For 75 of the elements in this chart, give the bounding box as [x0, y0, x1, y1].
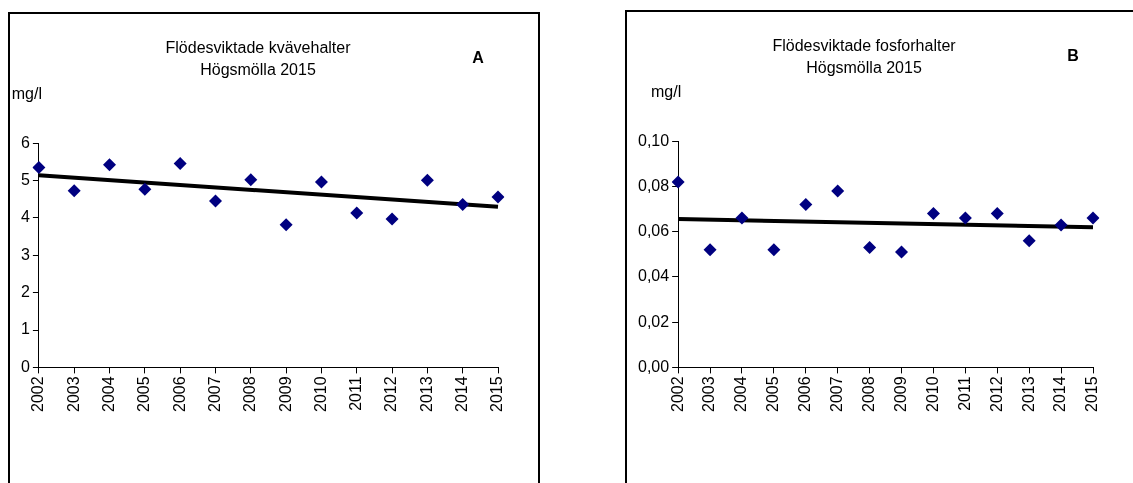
x-tick-label: 2011 [347, 376, 365, 411]
point [208, 194, 222, 208]
y-axis-title: mg/l [651, 83, 682, 101]
x-tick-label: 2011 [955, 376, 973, 411]
point [491, 190, 505, 204]
x-tick-label: 2004 [99, 376, 117, 412]
x-tick-label: 2012 [987, 376, 1005, 412]
x-tick-label: 2014 [453, 376, 471, 412]
y-tick-label: 0,00 [638, 357, 670, 375]
x-tick-label: 2007 [205, 376, 223, 412]
x-tick-label: 2002 [29, 376, 47, 412]
point [350, 206, 364, 220]
x-tick-label: 2004 [732, 376, 750, 412]
y-tick-label: 4 [20, 208, 30, 226]
point [958, 211, 972, 225]
point [990, 207, 1004, 221]
point [279, 218, 293, 232]
x-tick-label: 2003 [700, 376, 718, 412]
y-tick-label: 0,08 [638, 176, 670, 194]
x-tick-label: 2012 [382, 376, 400, 412]
x-tick-label: 2003 [64, 376, 82, 412]
point [671, 175, 685, 189]
x-tick-label: 2005 [135, 376, 153, 412]
point [103, 158, 117, 172]
y-tick-label: 5 [20, 170, 30, 188]
x-tick-label: 2013 [1019, 376, 1037, 412]
y-tick-label: 3 [20, 245, 30, 263]
point [799, 198, 813, 212]
point [32, 160, 46, 174]
y-tick-label: 0,04 [638, 267, 670, 285]
point [456, 197, 470, 211]
x-tick-label: 2010 [923, 376, 941, 412]
point [314, 175, 328, 189]
x-tick-label: 2008 [860, 376, 878, 412]
point [863, 241, 877, 255]
point [767, 243, 781, 257]
point [385, 212, 399, 226]
point [703, 243, 717, 257]
point [735, 211, 749, 225]
x-tick-label: 2008 [241, 376, 259, 412]
point [895, 245, 909, 259]
x-tick-label: 2006 [796, 376, 814, 412]
point [926, 207, 940, 221]
point [67, 184, 81, 198]
x-tick-label: 2007 [828, 376, 846, 412]
x-tick-label: 2006 [170, 376, 188, 412]
x-tick-label: 2010 [311, 376, 329, 412]
chart-title: Flödesviktade fosforhalter Högsmölla 2015 [772, 37, 957, 76]
y-tick-label: 0,02 [638, 312, 670, 330]
y-tick-label: 0 [20, 357, 30, 375]
text: A [472, 49, 485, 67]
y-tick-label: 0,10 [638, 131, 670, 149]
x-tick-label: 2013 [417, 376, 435, 412]
point [1022, 234, 1036, 248]
point [173, 156, 187, 170]
y-tick-label: 6 [20, 133, 30, 151]
x-tick-label: 2009 [891, 376, 909, 412]
y-tick-label: 2 [20, 283, 30, 301]
point [244, 173, 258, 187]
point [420, 173, 434, 187]
point [831, 184, 845, 198]
y-tick-label: 1 [20, 320, 30, 338]
x-tick-label: 2015 [488, 376, 506, 412]
x-tick-label: 2009 [276, 376, 294, 412]
y-axis-title: mg/l [11, 85, 43, 103]
y-tick-label: 0,06 [638, 222, 670, 240]
chart-title: Flödesviktade kvävehalter Högsmölla 2015 [165, 39, 352, 78]
x-tick-label: 2005 [764, 376, 782, 412]
x-tick-label: 2002 [668, 376, 686, 412]
point [1086, 211, 1100, 225]
point [1054, 218, 1068, 232]
point [138, 182, 152, 196]
x-tick-label: 2015 [1083, 376, 1101, 412]
x-tick-label: 2014 [1051, 376, 1069, 412]
text: B [1067, 47, 1079, 65]
